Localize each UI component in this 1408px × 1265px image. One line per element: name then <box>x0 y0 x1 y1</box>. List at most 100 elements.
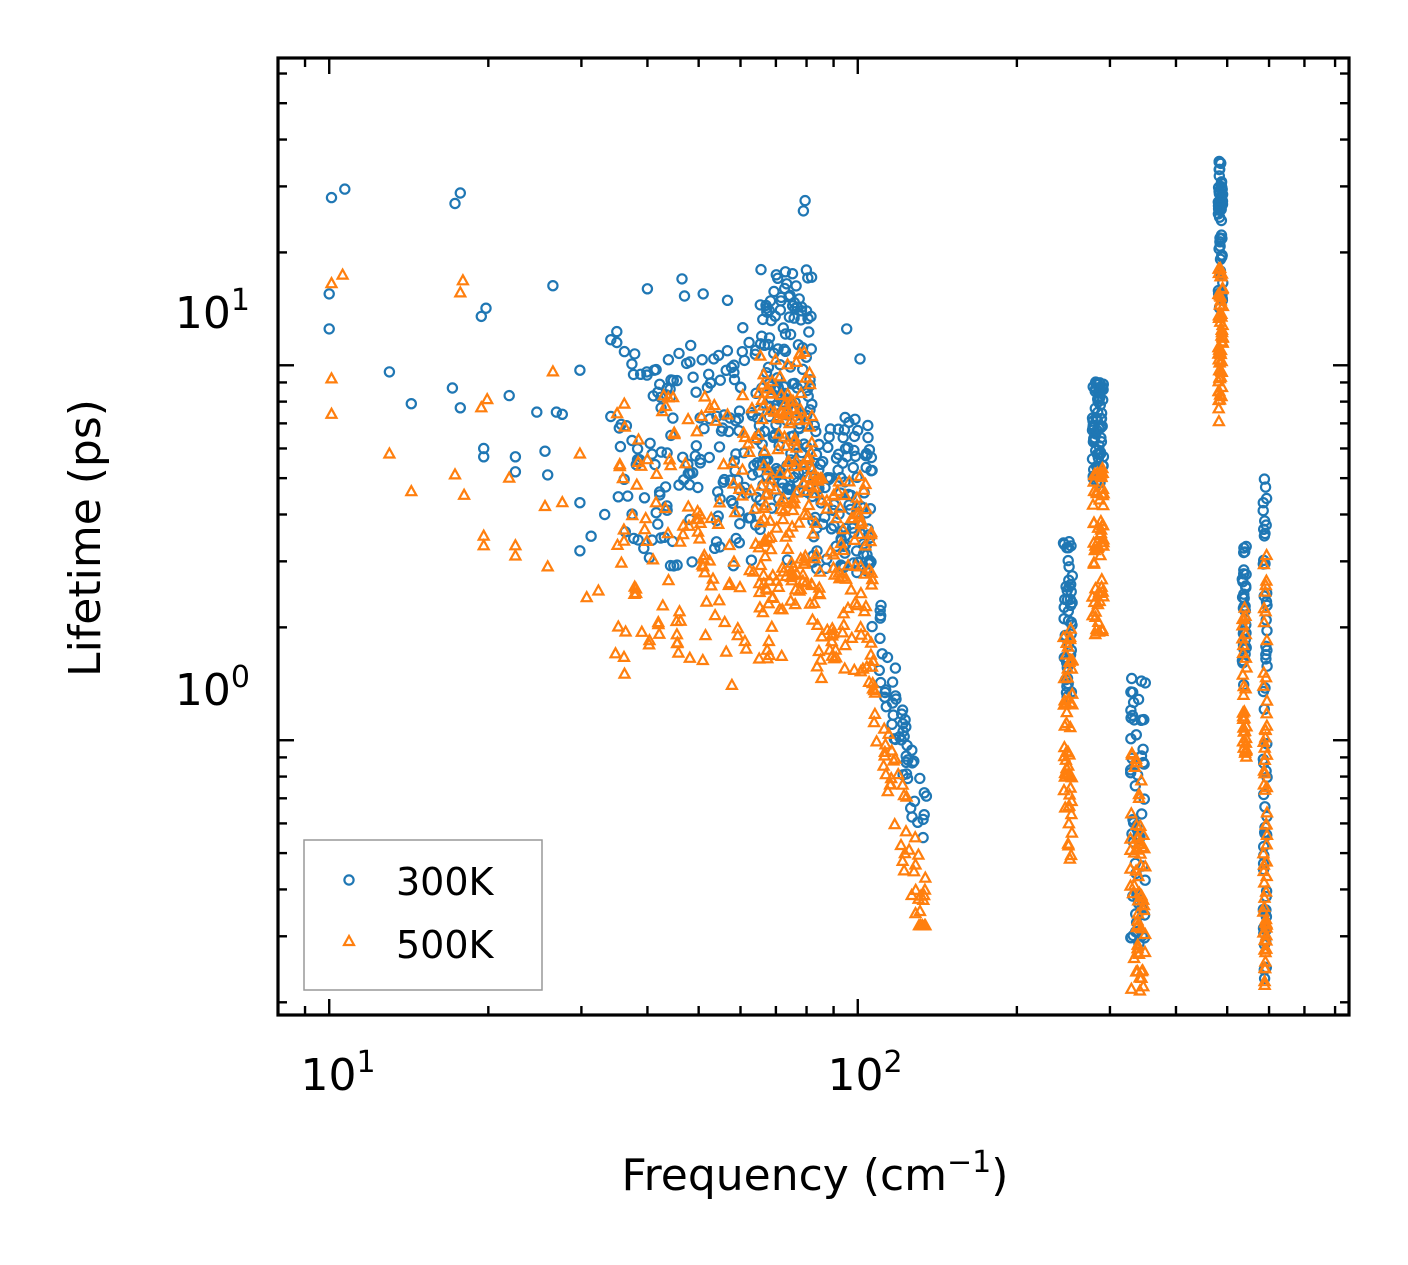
point-500K <box>807 595 821 609</box>
point-300K <box>866 464 878 477</box>
point-300K <box>685 339 697 352</box>
point-500K <box>841 558 855 571</box>
point-500K <box>1135 839 1149 853</box>
point-500K <box>1096 532 1111 545</box>
point-300K <box>881 651 894 664</box>
point-500K <box>891 766 906 780</box>
point-300K <box>795 305 808 317</box>
point-500K <box>748 501 762 514</box>
point-500K <box>738 429 752 443</box>
point-500K <box>769 573 784 586</box>
point-300K <box>703 451 716 464</box>
point-300K <box>449 197 461 210</box>
point-500K <box>810 659 824 672</box>
point-500K <box>824 633 839 647</box>
point-500K <box>808 515 823 528</box>
point-500K <box>722 575 737 589</box>
point-300K <box>503 389 515 402</box>
point-300K <box>641 283 654 295</box>
point-500K <box>404 483 419 497</box>
point-500K <box>610 406 624 419</box>
point-500K <box>476 538 491 551</box>
point-500K <box>1096 481 1110 494</box>
point-500K <box>789 354 804 367</box>
legend: 300K 500K <box>303 839 543 991</box>
point-500K <box>1057 697 1071 710</box>
point-500K <box>1259 706 1274 719</box>
point-300K <box>810 448 823 461</box>
point-300K <box>556 408 569 420</box>
point-300K <box>547 280 559 292</box>
point-300K <box>786 268 799 280</box>
point-500K <box>757 443 772 456</box>
point-500K <box>805 612 820 625</box>
point-300K <box>754 299 767 311</box>
point-500K <box>697 389 712 402</box>
point-300K <box>710 514 723 527</box>
point-500K <box>661 525 675 539</box>
point-300K <box>918 787 931 799</box>
point-500K <box>796 567 810 580</box>
point-500K <box>803 376 817 390</box>
point-500K <box>895 853 910 867</box>
point-300K <box>827 504 839 516</box>
point-300K <box>599 508 611 521</box>
point-500K <box>655 403 670 417</box>
point-500K <box>779 529 793 542</box>
point-500K <box>1094 572 1109 585</box>
point-500K <box>555 494 570 508</box>
point-500K <box>756 458 771 471</box>
point-500K <box>719 644 734 657</box>
point-500K <box>1138 926 1153 940</box>
point-500K <box>1059 743 1074 757</box>
point-500K <box>805 408 819 422</box>
point-500K <box>865 571 880 585</box>
point-300K <box>790 280 802 292</box>
point-500K <box>769 520 784 533</box>
point-500K <box>798 411 812 425</box>
point-500K <box>747 430 762 444</box>
point-300K <box>743 336 755 349</box>
point-300K <box>1059 593 1071 606</box>
point-500K <box>616 470 630 484</box>
point-500K <box>1257 556 1271 570</box>
point-300K <box>611 325 623 338</box>
point-500K <box>839 571 853 584</box>
point-500K <box>796 573 810 586</box>
point-500K <box>638 510 653 524</box>
point-300K <box>478 451 490 463</box>
point-500K <box>884 743 899 756</box>
point-500K <box>758 548 773 562</box>
point-500K <box>825 626 840 639</box>
point-300K <box>1215 214 1228 227</box>
point-500K <box>755 411 770 425</box>
point-500K <box>1060 661 1075 674</box>
point-300K <box>800 264 813 276</box>
point-500K <box>733 579 747 593</box>
point-500K <box>878 744 892 758</box>
point-500K <box>1092 593 1107 607</box>
point-500K <box>618 624 633 637</box>
point-500K <box>1063 851 1077 864</box>
point-500K <box>1095 460 1110 474</box>
point-300K <box>783 311 796 323</box>
point-300K <box>805 271 818 283</box>
y-tick-label-1: 100 <box>175 660 250 716</box>
point-300K <box>851 471 863 483</box>
point-500K <box>762 633 776 647</box>
point-300K <box>718 473 731 486</box>
y-axis-title: Lifetime (ps) <box>60 399 111 677</box>
point-500K <box>899 824 913 837</box>
point-300K <box>764 295 777 307</box>
point-500K <box>847 532 862 546</box>
point-500K <box>1211 401 1226 414</box>
point-500K <box>763 513 777 526</box>
point-500K <box>1089 485 1104 499</box>
point-500K <box>579 589 594 603</box>
point-300K <box>778 381 790 393</box>
point-500K <box>712 495 727 508</box>
point-500K <box>1212 413 1226 427</box>
point-500K <box>780 466 795 479</box>
legend-marker-300K <box>343 874 355 886</box>
point-300K <box>626 358 638 370</box>
